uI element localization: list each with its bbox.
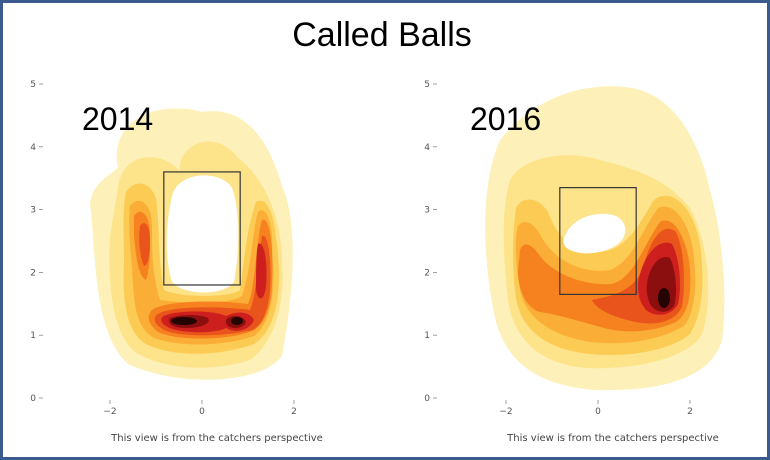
x-tick-label: −2 bbox=[499, 407, 512, 417]
y-tick-label: 4 bbox=[424, 143, 430, 153]
y-tick-label: 2 bbox=[424, 268, 430, 278]
strike-zone bbox=[163, 171, 241, 286]
panel-caption: This view is from the catchers perspecti… bbox=[110, 433, 323, 444]
y-tick-label: 0 bbox=[30, 394, 36, 404]
density-hole bbox=[563, 213, 626, 254]
y-tick-label: 1 bbox=[424, 331, 430, 341]
panel-label: 2014 bbox=[82, 101, 153, 137]
x-tick-label: 2 bbox=[687, 407, 693, 417]
density-peak bbox=[231, 317, 243, 325]
y-tick-label: 0 bbox=[424, 394, 430, 404]
x-tick-label: 0 bbox=[595, 407, 601, 417]
y-tick-label: 5 bbox=[424, 80, 430, 90]
y-tick-label: 2 bbox=[30, 268, 36, 278]
density-hole bbox=[166, 175, 239, 293]
density-contour bbox=[154, 235, 271, 336]
x-tick-label: 0 bbox=[199, 407, 205, 417]
panel-2014 bbox=[90, 108, 293, 380]
x-tick-label: −2 bbox=[103, 407, 116, 417]
panel-label: 2016 bbox=[470, 101, 541, 137]
y-tick-label: 4 bbox=[30, 143, 36, 153]
density-contour bbox=[139, 223, 150, 266]
density-peak bbox=[658, 288, 670, 308]
y-tick-label: 3 bbox=[30, 206, 36, 216]
y-tick-label: 3 bbox=[424, 206, 430, 216]
strike-zone bbox=[559, 187, 637, 295]
y-tick-label: 1 bbox=[30, 331, 36, 341]
density-contour bbox=[256, 243, 267, 299]
density-peak bbox=[171, 317, 197, 325]
chart-title: Called Balls bbox=[292, 16, 472, 54]
y-tick-label: 5 bbox=[30, 80, 36, 90]
panel-caption: This view is from the catchers perspecti… bbox=[506, 433, 719, 444]
x-tick-label: 2 bbox=[291, 407, 297, 417]
